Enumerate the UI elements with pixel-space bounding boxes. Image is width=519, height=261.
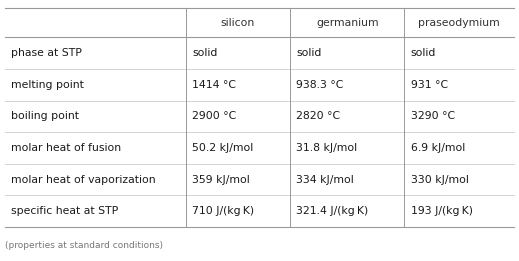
Text: solid: solid xyxy=(192,48,217,58)
Text: 3290 °C: 3290 °C xyxy=(411,111,455,121)
Text: 193 J/(kg K): 193 J/(kg K) xyxy=(411,206,473,216)
Text: 2900 °C: 2900 °C xyxy=(192,111,236,121)
Text: 710 J/(kg K): 710 J/(kg K) xyxy=(192,206,254,216)
Text: (properties at standard conditions): (properties at standard conditions) xyxy=(5,241,163,250)
Text: phase at STP: phase at STP xyxy=(11,48,83,58)
Text: 1414 °C: 1414 °C xyxy=(192,80,236,90)
Text: boiling point: boiling point xyxy=(11,111,79,121)
Text: solid: solid xyxy=(411,48,436,58)
Text: praseodymium: praseodymium xyxy=(418,18,500,28)
Text: 50.2 kJ/mol: 50.2 kJ/mol xyxy=(192,143,253,153)
Text: 2820 °C: 2820 °C xyxy=(296,111,340,121)
Text: 6.9 kJ/mol: 6.9 kJ/mol xyxy=(411,143,465,153)
Text: 334 kJ/mol: 334 kJ/mol xyxy=(296,175,354,185)
Text: molar heat of vaporization: molar heat of vaporization xyxy=(11,175,156,185)
Text: 321.4 J/(kg K): 321.4 J/(kg K) xyxy=(296,206,368,216)
Text: 359 kJ/mol: 359 kJ/mol xyxy=(192,175,250,185)
Text: 31.8 kJ/mol: 31.8 kJ/mol xyxy=(296,143,358,153)
Text: 931 °C: 931 °C xyxy=(411,80,448,90)
Text: molar heat of fusion: molar heat of fusion xyxy=(11,143,121,153)
Text: melting point: melting point xyxy=(11,80,84,90)
Text: specific heat at STP: specific heat at STP xyxy=(11,206,119,216)
Text: 330 kJ/mol: 330 kJ/mol xyxy=(411,175,469,185)
Text: solid: solid xyxy=(296,48,322,58)
Text: 938.3 °C: 938.3 °C xyxy=(296,80,344,90)
Text: silicon: silicon xyxy=(221,18,255,28)
Text: germanium: germanium xyxy=(316,18,378,28)
